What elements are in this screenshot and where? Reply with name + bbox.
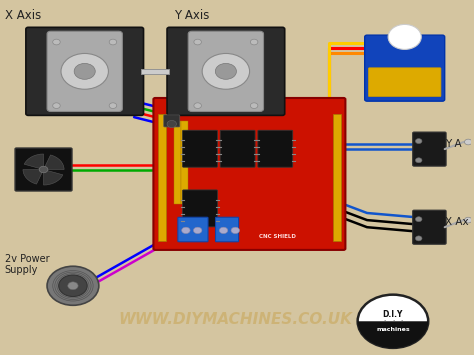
- Circle shape: [53, 103, 60, 109]
- Bar: [141, 69, 169, 74]
- Text: ·: ·: [400, 318, 402, 324]
- Circle shape: [215, 64, 237, 79]
- Wedge shape: [44, 169, 63, 185]
- Text: Y Axis: Y Axis: [174, 9, 210, 22]
- FancyBboxPatch shape: [164, 115, 180, 127]
- FancyBboxPatch shape: [220, 130, 255, 167]
- Bar: [158, 114, 166, 241]
- Circle shape: [193, 227, 202, 234]
- FancyBboxPatch shape: [413, 210, 446, 244]
- Circle shape: [59, 275, 87, 296]
- Circle shape: [250, 103, 258, 109]
- Circle shape: [465, 139, 472, 145]
- FancyBboxPatch shape: [26, 27, 144, 115]
- FancyBboxPatch shape: [15, 148, 72, 191]
- FancyBboxPatch shape: [216, 217, 238, 242]
- Text: D.I.Y: D.I.Y: [383, 310, 403, 319]
- Wedge shape: [23, 169, 44, 184]
- FancyBboxPatch shape: [413, 132, 446, 166]
- Bar: [333, 114, 341, 241]
- FancyBboxPatch shape: [182, 190, 218, 227]
- FancyBboxPatch shape: [368, 68, 441, 97]
- Circle shape: [388, 24, 421, 49]
- Circle shape: [415, 236, 422, 241]
- Circle shape: [250, 39, 258, 45]
- Circle shape: [415, 158, 422, 163]
- FancyBboxPatch shape: [178, 217, 208, 242]
- Wedge shape: [358, 321, 428, 348]
- Wedge shape: [24, 154, 44, 169]
- FancyBboxPatch shape: [365, 35, 445, 101]
- FancyBboxPatch shape: [47, 31, 122, 111]
- FancyBboxPatch shape: [167, 27, 285, 115]
- Circle shape: [219, 227, 228, 234]
- Circle shape: [61, 54, 109, 89]
- FancyBboxPatch shape: [182, 130, 218, 167]
- Text: machines: machines: [376, 327, 410, 332]
- Circle shape: [167, 120, 176, 127]
- Text: X Ax: X Ax: [445, 217, 468, 227]
- Circle shape: [194, 39, 201, 45]
- FancyBboxPatch shape: [154, 98, 346, 250]
- Text: CNC SHIELD: CNC SHIELD: [259, 234, 296, 239]
- FancyBboxPatch shape: [188, 31, 264, 111]
- Bar: [181, 121, 188, 204]
- Text: 2v Power
Supply: 2v Power Supply: [5, 254, 49, 275]
- Circle shape: [202, 54, 250, 89]
- Circle shape: [109, 39, 117, 45]
- Circle shape: [194, 103, 201, 109]
- Text: X Axis: X Axis: [5, 9, 41, 22]
- Text: ·: ·: [383, 318, 385, 324]
- Circle shape: [231, 227, 239, 234]
- Circle shape: [415, 217, 422, 222]
- Bar: [174, 121, 181, 204]
- Circle shape: [465, 217, 472, 223]
- Text: WWW.DIYMACHINES.CO.UK: WWW.DIYMACHINES.CO.UK: [118, 312, 352, 327]
- Circle shape: [47, 266, 99, 305]
- Circle shape: [74, 64, 95, 79]
- Circle shape: [68, 282, 78, 290]
- Circle shape: [182, 227, 190, 234]
- Circle shape: [358, 295, 428, 348]
- Text: Y A: Y A: [445, 139, 461, 149]
- Circle shape: [53, 39, 60, 45]
- Circle shape: [415, 138, 422, 143]
- Circle shape: [39, 166, 48, 173]
- Wedge shape: [44, 155, 64, 169]
- Text: ·: ·: [392, 318, 394, 324]
- Bar: [141, 69, 169, 74]
- Circle shape: [109, 103, 117, 109]
- FancyBboxPatch shape: [258, 130, 293, 167]
